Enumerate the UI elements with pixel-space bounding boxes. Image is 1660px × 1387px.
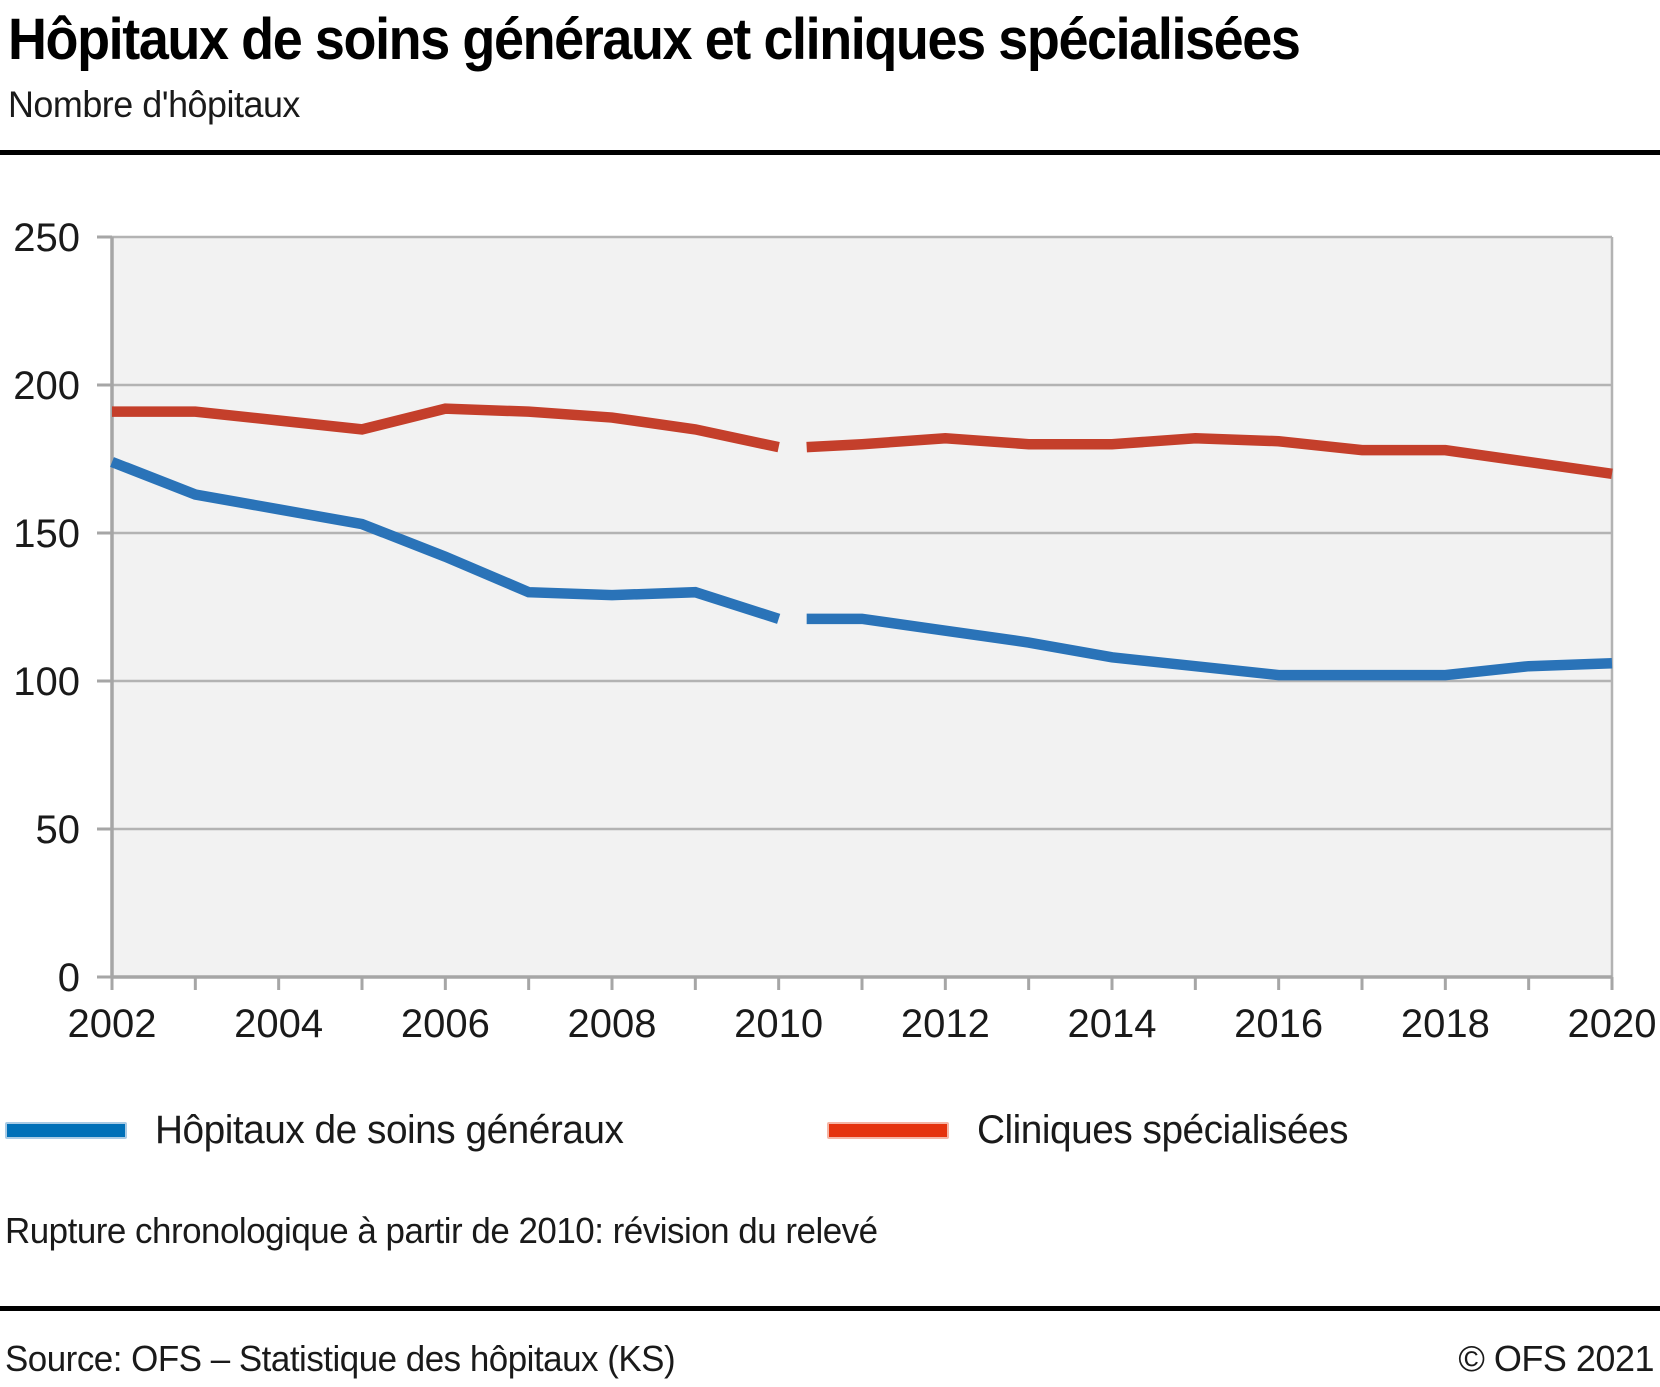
x-tick-label: 2020 <box>1568 1002 1657 1046</box>
legend-swatch <box>827 1121 949 1139</box>
y-tick-label: 50 <box>36 808 81 852</box>
plot-background <box>112 237 1612 977</box>
x-tick-label: 2012 <box>901 1002 990 1046</box>
x-tick-label: 2008 <box>568 1002 657 1046</box>
footer-rule <box>0 1306 1660 1311</box>
legend-label: Cliniques spécialisées <box>977 1107 1349 1152</box>
legend-item-specialized-clinics: Cliniques spécialisées <box>827 1108 1360 1152</box>
chart-title: Hôpitaux de soins généraux et cliniques … <box>8 7 1301 72</box>
copyright-text: © OFS 2021 <box>1458 1338 1654 1379</box>
y-tick-label: 100 <box>13 660 80 704</box>
y-tick-label: 250 <box>13 216 80 260</box>
x-tick-label: 2018 <box>1401 1002 1490 1046</box>
x-tick-label: 2010 <box>734 1002 823 1046</box>
series-line <box>806 613 1613 681</box>
x-tick-label: 2006 <box>401 1002 490 1046</box>
x-tick-label: 2004 <box>234 1002 323 1046</box>
x-tick-label: 2002 <box>68 1002 157 1046</box>
chart-subtitle: Nombre d'hôpitaux <box>8 84 300 125</box>
header-rule <box>0 150 1660 155</box>
legend-label: Hôpitaux de soins généraux <box>155 1107 624 1152</box>
legend-item-general-hospitals: Hôpitaux de soins généraux <box>5 1108 638 1152</box>
series-line <box>112 403 780 453</box>
x-tick-label: 2014 <box>1068 1002 1157 1046</box>
chart-svg: 0 50 100 150 200 250 2002 2004 2006 2008 2010 2012 2… <box>13 216 1657 1046</box>
y-tick-label: 200 <box>13 364 80 408</box>
source-text: Source: OFS – Statistique des hôpitaux (… <box>5 1338 676 1379</box>
x-tick-label: 2016 <box>1234 1002 1323 1046</box>
chart-area: 0 50 100 150 200 250 2002 2004 2006 2008 2010 2012 2… <box>0 180 1660 1050</box>
break-note: Rupture chronologique à partir de 2010: … <box>5 1210 878 1251</box>
y-tick-label: 0 <box>58 956 80 1000</box>
y-tick-label: 150 <box>13 512 80 556</box>
series-line <box>110 457 781 624</box>
series-line <box>806 433 1613 479</box>
legend-swatch <box>5 1121 127 1139</box>
